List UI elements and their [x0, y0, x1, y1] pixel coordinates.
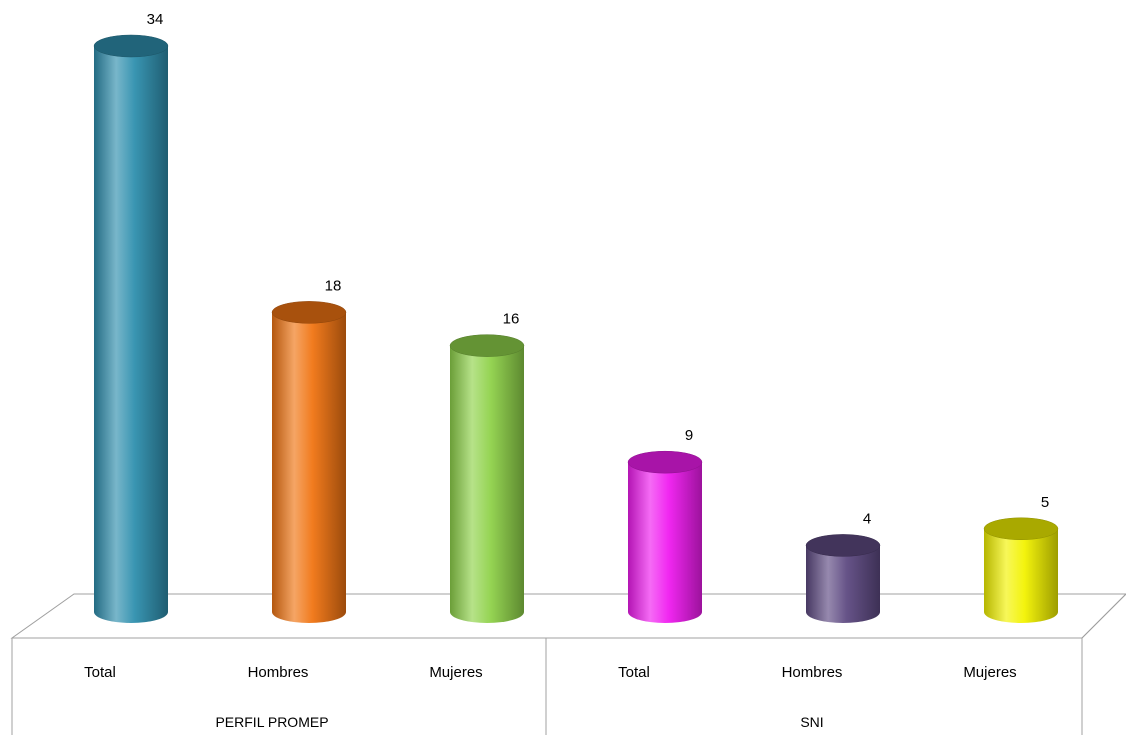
- bar-4: [627, 450, 703, 623]
- bar-3: [449, 334, 525, 623]
- bar-body: [806, 545, 880, 623]
- data-label: 4: [863, 510, 871, 527]
- bar-2: [271, 301, 347, 623]
- floor-side-edge: [1081, 593, 1126, 639]
- data-label: 18: [325, 277, 342, 294]
- bar-top-cap: [983, 517, 1059, 541]
- data-label: 34: [147, 11, 164, 28]
- data-label: 16: [503, 311, 520, 328]
- category-label: Mujeres: [429, 664, 482, 681]
- bar-1: [93, 34, 169, 623]
- group-label: PERFIL PROMEP: [215, 714, 328, 730]
- category-label: Mujeres: [963, 664, 1016, 681]
- bar-top-cap: [449, 334, 525, 357]
- data-labels: 34 18 16 9 4 5: [147, 11, 1050, 527]
- bar-6: [983, 517, 1059, 623]
- group-label: SNI: [800, 714, 823, 730]
- bar-top-cap: [627, 450, 703, 474]
- bar-body: [984, 528, 1058, 623]
- bar-body: [628, 462, 702, 623]
- category-axis: Total Hombres Mujeres Total Hombres Mujeres PE…: [11, 593, 1126, 735]
- bar-5: [805, 534, 881, 623]
- category-label: Hombres: [782, 664, 843, 681]
- chart-floor: [10, 593, 1126, 639]
- bar-body: [94, 46, 168, 623]
- bar-body: [450, 345, 524, 623]
- data-label: 9: [685, 427, 693, 444]
- bar-series: [93, 34, 1059, 623]
- floor-plane: [10, 593, 1126, 639]
- bar-body: [272, 312, 346, 623]
- bar-top-cap: [271, 301, 347, 324]
- bar-top-cap: [805, 534, 881, 557]
- data-label: 5: [1041, 494, 1049, 511]
- bar-top-cap: [93, 34, 169, 58]
- category-label: Hombres: [248, 664, 309, 681]
- category-label: Total: [618, 664, 650, 681]
- category-label: Total: [84, 664, 116, 681]
